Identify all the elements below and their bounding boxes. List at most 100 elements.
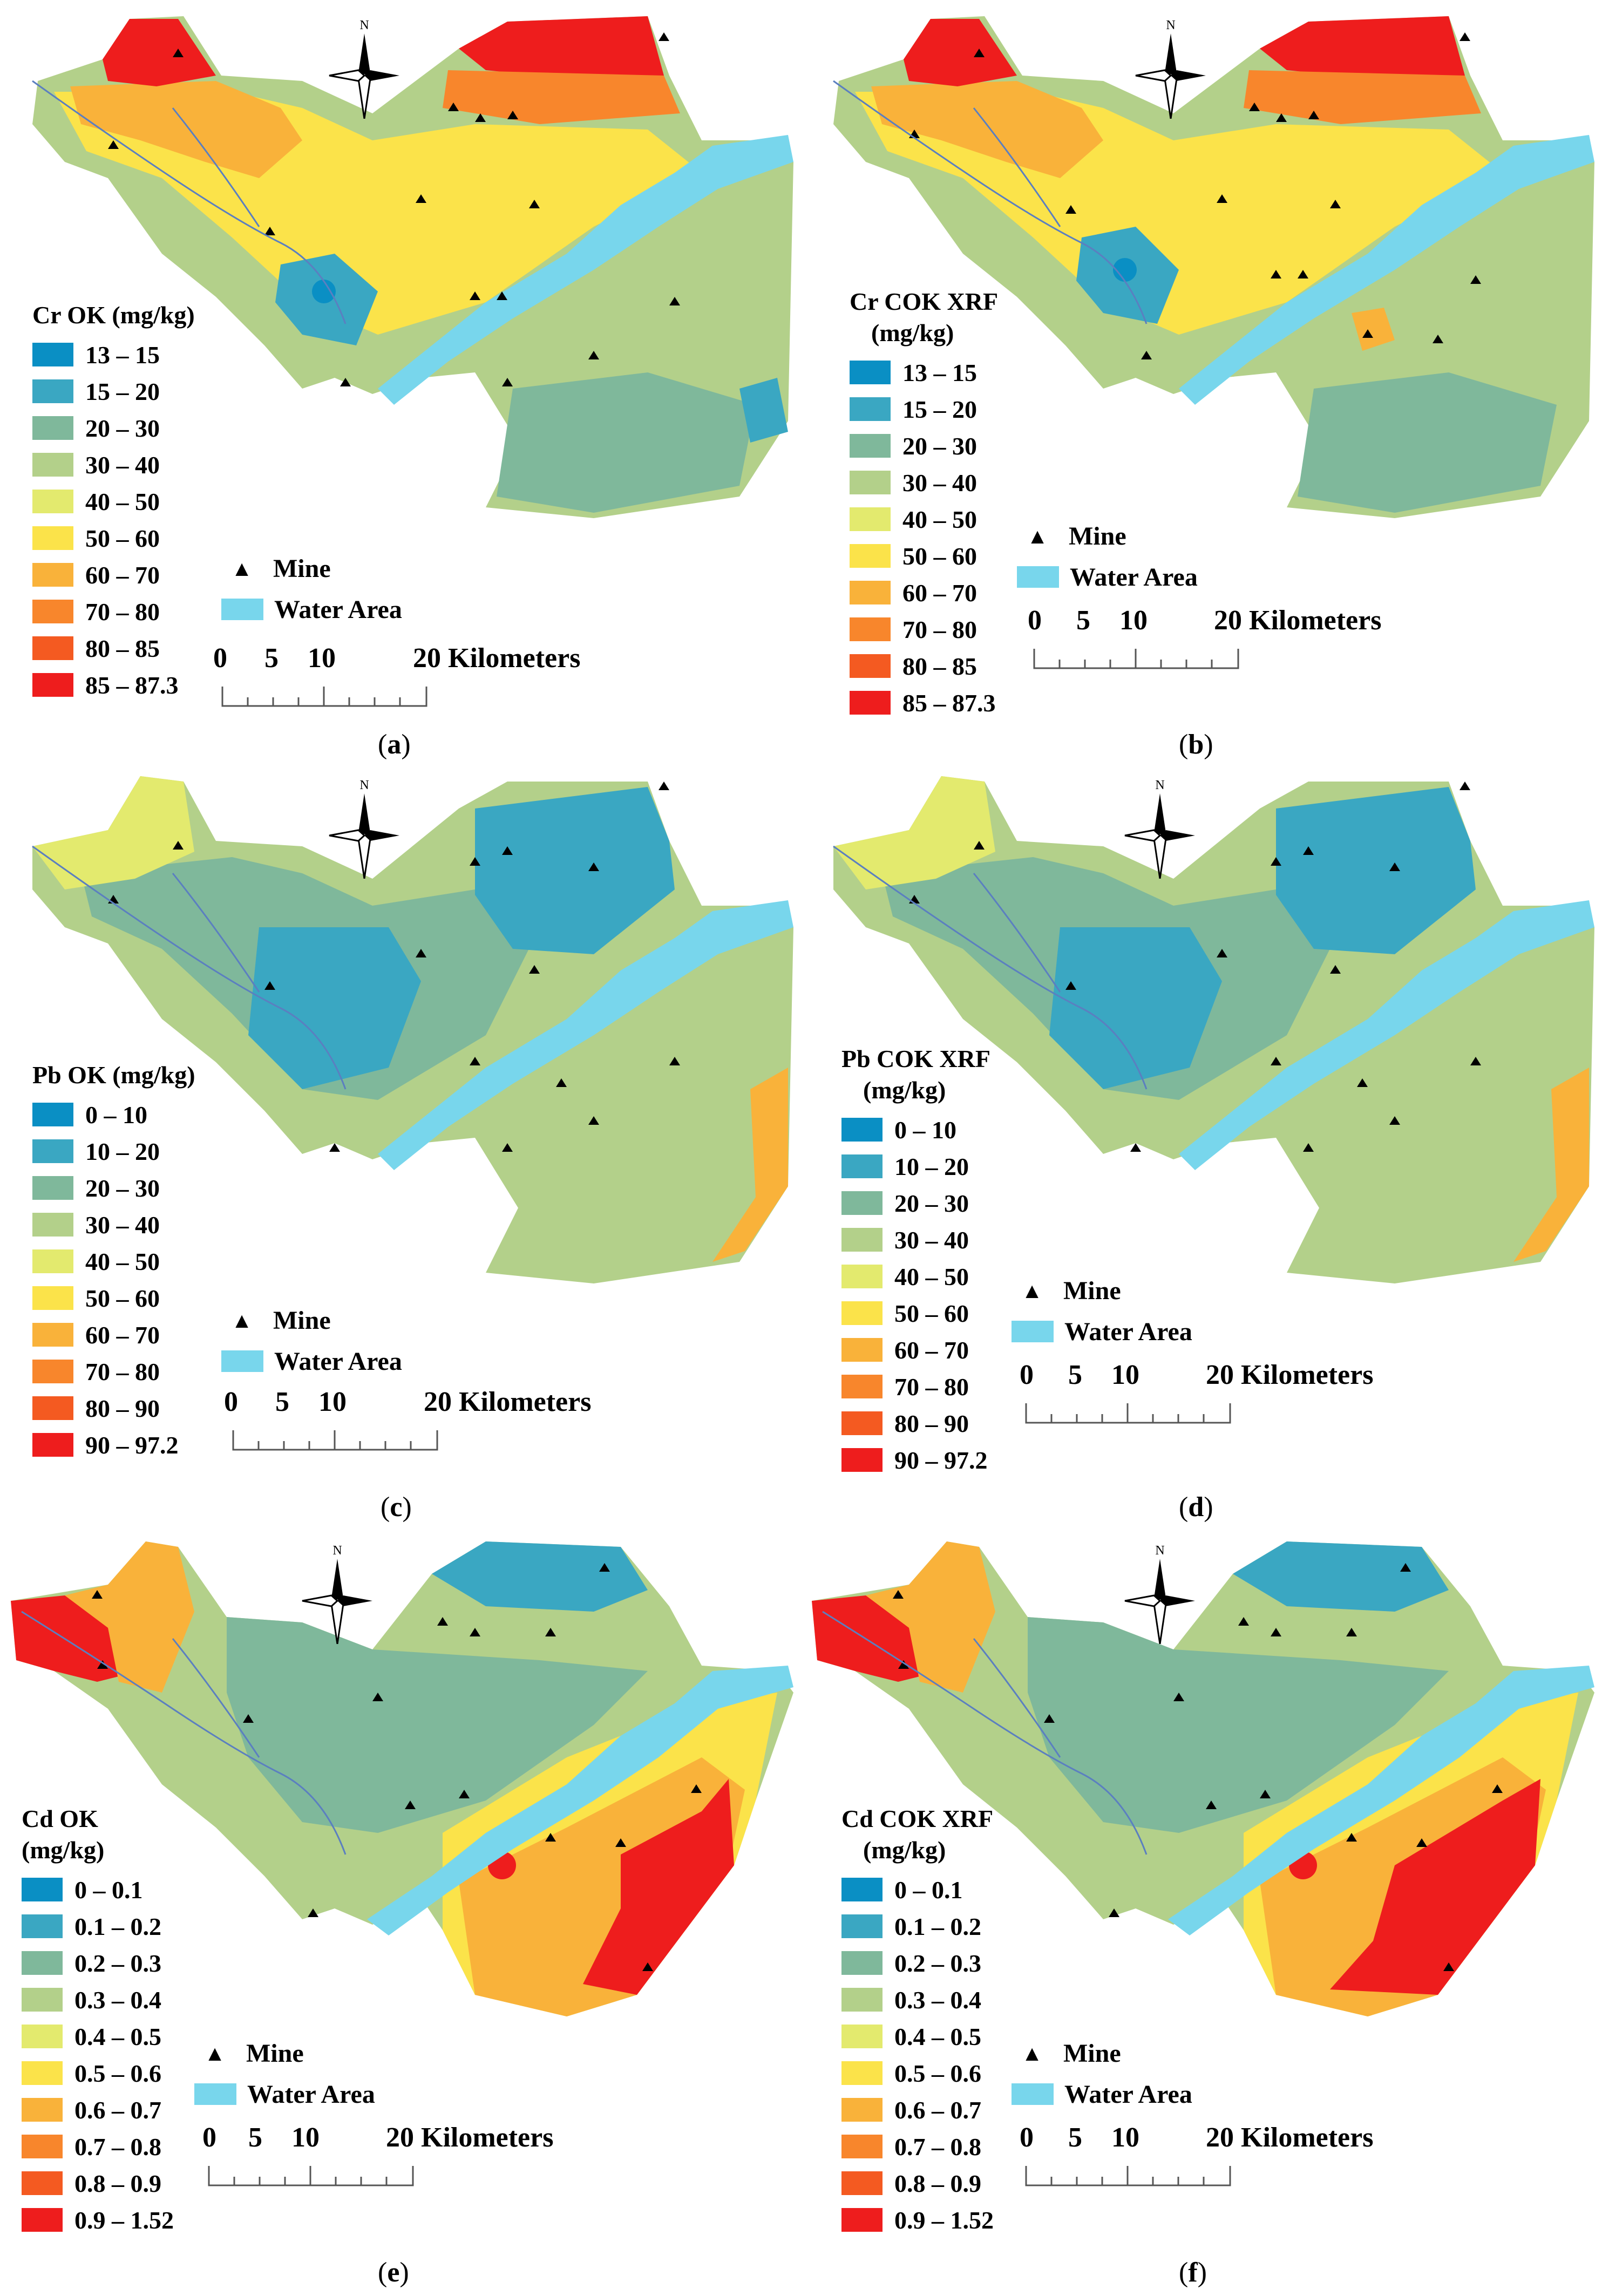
legend-item: 0.4 – 0.5 <box>22 2018 174 2055</box>
legend-item: 70 – 80 <box>32 1353 195 1390</box>
legend-swatch <box>841 2061 883 2085</box>
legend-item: 0.1 – 0.2 <box>841 1908 994 1945</box>
legend-item: 20 – 30 <box>32 1170 195 1206</box>
legend-label: 15 – 20 <box>902 395 977 423</box>
zone-yellow-nw <box>32 776 194 889</box>
legend-item: 50 – 60 <box>850 538 998 574</box>
scale-tick: 0 <box>1028 605 1042 636</box>
legend: Pb COK XRF (mg/kg) 0 – 10 10 – 20 20 – 3… <box>841 1043 990 1478</box>
legend-swatch <box>32 453 73 477</box>
mine-label: Mine <box>273 1306 331 1335</box>
legend-label: 0.7 – 0.8 <box>74 2132 161 2161</box>
legend-swatch <box>22 2061 63 2085</box>
water-label: Water Area <box>274 595 402 624</box>
north-arrow-icon: N <box>329 18 399 119</box>
legend-swatch <box>850 581 891 604</box>
mine-icon: ▲ <box>231 1308 253 1333</box>
mine-markers <box>909 32 1481 359</box>
legend-swatch <box>22 2171 63 2195</box>
legend-swatch <box>841 1878 883 1901</box>
legend-label: 20 – 30 <box>902 432 977 460</box>
mine-label: Mine <box>1063 2039 1121 2068</box>
legend-swatch <box>32 1139 73 1163</box>
legend-swatch <box>850 434 891 458</box>
scale-tick: 5 <box>1068 2122 1082 2153</box>
legend-label: 0.4 – 0.5 <box>74 2022 161 2050</box>
legend: Cr OK (mg/kg) 13 – 15 15 – 20 20 – 30 30… <box>32 300 195 703</box>
water-area-river <box>378 135 793 405</box>
legend-swatch <box>841 1154 883 1178</box>
legend-label: 0.6 – 0.7 <box>894 2096 981 2124</box>
legend-swatch <box>841 1338 883 1362</box>
legend-item: 50 – 60 <box>32 1280 195 1316</box>
legend-item: 0.2 – 0.3 <box>22 1945 174 1981</box>
legend-label: 0 – 0.1 <box>894 1876 963 1904</box>
zone-blue-north <box>432 1541 648 1612</box>
legend-label: 30 – 40 <box>902 468 977 497</box>
legend-label: 90 – 97.2 <box>894 1446 988 1474</box>
legend-swatch <box>841 1265 883 1288</box>
scale-tick: 5 <box>1076 605 1090 636</box>
legend-label: 0.8 – 0.9 <box>894 2169 981 2197</box>
legend-label: 0.1 – 0.2 <box>894 1912 981 1940</box>
zone-blue-center <box>248 927 421 1089</box>
legend-label: 13 – 15 <box>902 358 977 386</box>
legend-item: 40 – 50 <box>841 1258 990 1295</box>
legend-item: 80 – 85 <box>32 630 195 667</box>
legend-swatch <box>32 1433 73 1457</box>
legend-label: 15 – 20 <box>85 377 160 405</box>
zone-orange-nw <box>65 1541 194 1693</box>
legend-swatch <box>841 1914 883 1938</box>
panel-caption: (a) <box>378 729 411 760</box>
north-arrow-icon: N <box>1124 778 1195 879</box>
legend-item: 70 – 80 <box>841 1368 990 1405</box>
legend-item: 30 – 40 <box>841 1221 990 1258</box>
legend-item: 85 – 87.3 <box>32 667 195 703</box>
legend-item: 80 – 90 <box>841 1405 990 1442</box>
svg-text:N: N <box>1155 778 1164 792</box>
legend-swatch <box>850 691 891 715</box>
legend-item: 60 – 70 <box>32 1316 195 1353</box>
legend-label: 85 – 87.3 <box>85 671 179 699</box>
legend-swatch <box>32 1360 73 1383</box>
legend-swatch <box>841 2135 883 2158</box>
legend-item: 0.9 – 1.52 <box>841 2202 994 2238</box>
legend-item: 13 – 15 <box>850 354 998 391</box>
legend-swatch <box>32 343 73 366</box>
legend-swatch <box>32 1396 73 1420</box>
scale-bar <box>208 2166 414 2186</box>
water-label: Water Area <box>1064 1317 1192 1346</box>
legend-label: 0 – 10 <box>894 1116 956 1144</box>
zone-red-north <box>1260 16 1465 81</box>
legend-label: 70 – 80 <box>894 1373 969 1401</box>
legend-swatch <box>32 563 73 587</box>
panel-caption: (c) <box>381 1492 412 1523</box>
mine-markers <box>893 1563 1503 1971</box>
zone-orange-center <box>1352 308 1395 351</box>
north-arrow-icon: N <box>1135 18 1206 119</box>
zone-blue-north <box>1276 787 1476 954</box>
legend-item: 30 – 40 <box>32 446 195 483</box>
zone-blue-north <box>475 787 675 954</box>
panel-b: Cr COK XRF (mg/kg) 13 – 15 15 – 20 20 – … <box>801 0 1602 765</box>
legend-swatch <box>841 2098 883 2122</box>
svg-text:N: N <box>332 1544 342 1558</box>
scale-tick: 10 <box>291 2122 320 2153</box>
water-area-river <box>367 1666 793 1935</box>
scale-tick: 20 Kilometers <box>413 643 581 674</box>
river-lines <box>833 845 1148 1090</box>
zone-blue-core <box>312 280 336 303</box>
legend-label: 80 – 85 <box>85 634 160 662</box>
legend-item: 80 – 85 <box>850 648 998 684</box>
panel-caption: (f) <box>1179 2257 1207 2288</box>
panel-caption: (d) <box>1179 1492 1213 1523</box>
legend-label: 60 – 70 <box>85 561 160 589</box>
mine-icon: ▲ <box>1027 524 1048 548</box>
panel-d: Pb COK XRF (mg/kg) 0 – 10 10 – 20 20 – 3… <box>801 765 1602 1531</box>
legend-title-unit: (mg/kg) <box>22 1836 105 1864</box>
legend-swatch <box>22 2098 63 2122</box>
legend-swatch <box>22 2135 63 2158</box>
symbol-legend: ▲ Mine Water Area <box>221 548 402 630</box>
legend-swatch <box>22 1878 63 1901</box>
legend-swatch <box>32 416 73 440</box>
